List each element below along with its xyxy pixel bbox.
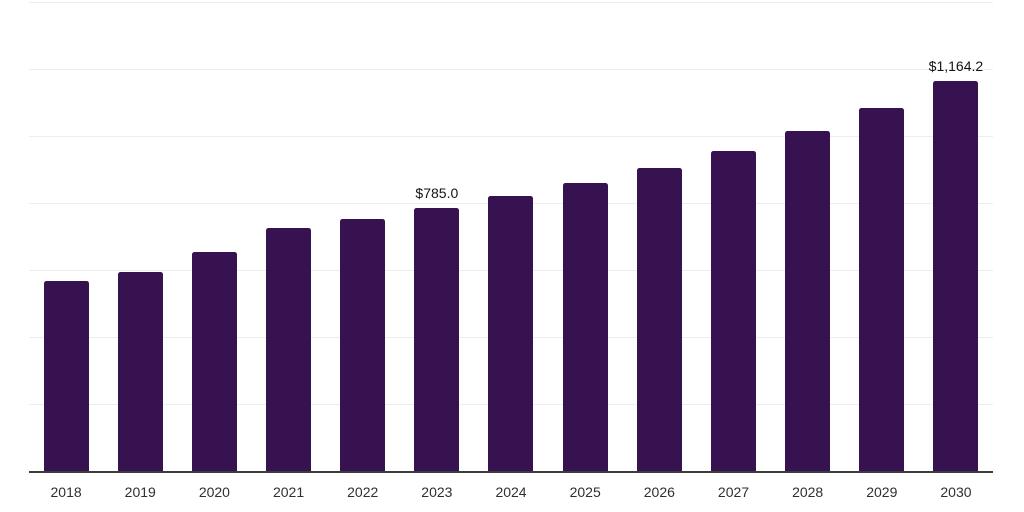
bar-slot-2022	[326, 2, 400, 471]
bar-slot-2018	[29, 2, 103, 471]
bar-2026[interactable]	[636, 167, 682, 471]
bar-2022[interactable]	[340, 218, 386, 471]
bar-2027[interactable]	[710, 150, 756, 471]
bar-slot-2024	[474, 2, 548, 471]
bar-2021[interactable]	[266, 227, 312, 471]
plot-area: $785.0 $1,164.2	[29, 1, 993, 473]
x-tick-2027: 2027	[717, 484, 750, 500]
x-tick-2021: 2021	[272, 484, 305, 500]
x-tick-2018: 2018	[50, 484, 82, 500]
x-tick-2030: 2030	[940, 484, 972, 500]
bar-slot-2027	[696, 2, 770, 471]
bar-slot-2020	[177, 2, 251, 471]
bar-2020[interactable]	[191, 251, 237, 471]
x-tick-2029: 2029	[866, 484, 898, 500]
bar-slot-2028	[771, 2, 845, 471]
bar-2029[interactable]	[859, 107, 905, 471]
x-tick-2028: 2028	[792, 484, 824, 500]
bar-2019[interactable]	[117, 272, 163, 471]
bar-slot-2021	[251, 2, 325, 471]
bar-value-label-2030: $1,164.2	[928, 58, 984, 74]
bar-slot-2019	[103, 2, 177, 471]
x-tick-2023: 2023	[421, 484, 453, 500]
bar-slot-2026	[622, 2, 696, 471]
bar-2024[interactable]	[488, 196, 534, 471]
bar-slot-2025	[548, 2, 622, 471]
x-axis-line	[29, 471, 993, 473]
x-tick-2022: 2022	[347, 484, 379, 500]
x-tick-2020: 2020	[198, 484, 230, 500]
bar-2023[interactable]	[414, 208, 460, 471]
bar-value-label-2023: $785.0	[415, 185, 459, 202]
x-tick-2025: 2025	[569, 484, 601, 500]
x-tick-2024: 2024	[495, 484, 527, 500]
bar-2025[interactable]	[562, 183, 608, 471]
gridline-1400	[29, 1, 993, 3]
x-axis-labels: 2018 2019 2020 2021 2022 2023 2024 2025 2026 2027…	[29, 484, 993, 501]
gridline-1000	[29, 135, 993, 137]
bar-slot-2029	[845, 2, 919, 471]
gridline-1200	[29, 68, 993, 70]
bar-slot-2023	[400, 2, 474, 471]
bar-2028[interactable]	[785, 130, 831, 471]
bar-2030[interactable]	[933, 81, 979, 471]
x-tick-2019: 2019	[124, 484, 156, 500]
x-tick-2026: 2026	[643, 484, 675, 500]
bar-2018[interactable]	[43, 280, 89, 471]
bar-slot-2030	[919, 2, 993, 471]
